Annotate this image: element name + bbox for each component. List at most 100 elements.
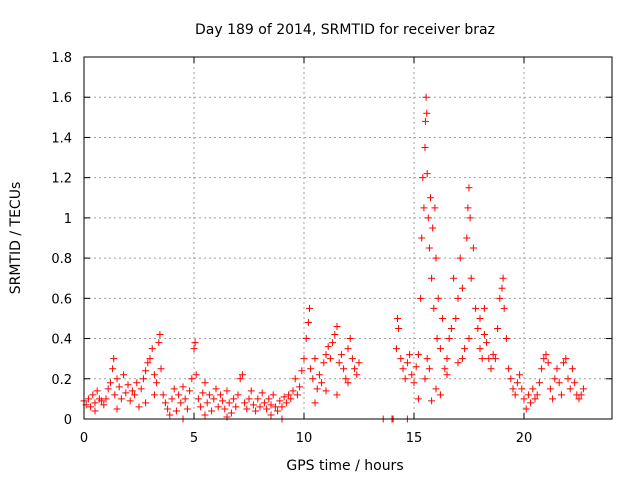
data-point-plus [274, 407, 282, 415]
data-point-plus [191, 339, 199, 347]
data-point-plus [425, 244, 433, 252]
x-axis-label: GPS time / hours [286, 458, 403, 474]
data-point-plus [93, 387, 101, 395]
data-point-plus [430, 304, 438, 312]
data-point-plus [428, 274, 436, 282]
data-point-plus [203, 399, 211, 407]
data-point-plus [201, 411, 209, 419]
data-point-plus [126, 397, 134, 405]
data-point-plus [208, 407, 216, 415]
data-point-plus [210, 395, 218, 403]
data-point-plus [494, 325, 502, 332]
data-point-plus [322, 387, 330, 395]
data-point-plus [344, 345, 352, 353]
data-point-plus [322, 351, 330, 359]
data-point-plus [342, 375, 350, 383]
chart-title: Day 189 of 2014, SRMTID for receiver bra… [195, 22, 495, 38]
data-point-plus [522, 405, 530, 413]
data-point-plus [260, 399, 268, 407]
data-point-plus [329, 339, 337, 347]
data-point-plus [280, 393, 288, 401]
data-point-plus [243, 405, 251, 413]
data-point-plus [234, 391, 242, 399]
data-point-plus [265, 395, 273, 403]
data-point-plus [553, 365, 561, 373]
data-point-plus [421, 375, 429, 383]
data-point-plus [326, 355, 334, 363]
data-point-plus [227, 409, 235, 417]
data-point-plus [230, 395, 238, 403]
data-point-plus [418, 234, 426, 242]
data-point-plus [278, 403, 286, 411]
data-point-plus [428, 397, 436, 405]
data-point-plus [414, 395, 422, 403]
data-point-plus [282, 399, 290, 407]
data-point-plus [395, 325, 403, 332]
data-point-plus [122, 389, 130, 397]
data-point-plus [542, 351, 550, 359]
data-point-plus [568, 365, 576, 373]
data-point-plus [287, 395, 295, 403]
data-point-plus [566, 385, 574, 393]
data-point-plus [575, 395, 583, 403]
data-point-plus [445, 335, 453, 343]
data-point-plus [313, 385, 321, 393]
data-point-plus [110, 355, 118, 363]
data-point-plus [159, 391, 167, 399]
data-point-plus [414, 351, 422, 359]
data-point-plus [472, 304, 480, 312]
plot-border [83, 56, 613, 420]
data-point-plus [285, 391, 293, 399]
data-point-plus [197, 403, 205, 411]
data-point-plus [333, 322, 341, 330]
data-point-plus [432, 254, 440, 262]
data-point-plus [263, 405, 271, 413]
data-point-plus [216, 391, 224, 399]
data-point-plus [450, 274, 458, 282]
data-point-plus [124, 381, 132, 389]
data-point-plus [458, 355, 466, 363]
data-point-plus [412, 363, 420, 371]
y-tick-label: 1.8 [51, 51, 72, 66]
data-point-plus [549, 395, 557, 403]
data-point-plus [199, 389, 207, 397]
axes [83, 56, 613, 420]
data-point-plus [419, 174, 427, 182]
data-point-plus [333, 391, 341, 399]
data-point-plus [346, 335, 354, 343]
data-point-plus [89, 391, 97, 399]
data-point-plus [258, 389, 266, 397]
data-point-plus [249, 401, 257, 409]
data-point-plus [223, 387, 231, 395]
data-point-plus [225, 399, 233, 407]
data-point-plus [351, 365, 359, 373]
data-point-plus [436, 391, 444, 399]
data-point-plus [531, 395, 539, 403]
data-point-plus [427, 194, 434, 202]
data-point-plus [518, 385, 526, 393]
data-point-plus [562, 355, 570, 363]
y-tick-label: 1.4 [51, 131, 72, 146]
data-point-plus [564, 375, 572, 383]
data-point-plus [324, 343, 332, 351]
data-point-plus [399, 365, 407, 373]
data-point-plus [557, 391, 565, 399]
data-point-plus [507, 375, 515, 383]
data-point-plus [454, 294, 462, 302]
data-point-plus [269, 391, 277, 399]
data-point-plus [535, 379, 543, 387]
data-point-plus [146, 355, 154, 363]
data-point-plus [87, 403, 95, 411]
data-point-plus [406, 351, 414, 359]
data-point-plus [434, 294, 442, 302]
data-point-plus [505, 365, 513, 373]
data-point-plus [487, 365, 495, 373]
data-point-plus [337, 351, 345, 359]
data-point-plus [476, 345, 484, 353]
data-point-plus [423, 355, 431, 363]
x-tick-label: 5 [190, 431, 198, 446]
data-point-plus [156, 331, 164, 339]
data-point-plus [120, 371, 128, 379]
data-point-plus [464, 204, 472, 212]
data-point-plus [466, 214, 474, 222]
